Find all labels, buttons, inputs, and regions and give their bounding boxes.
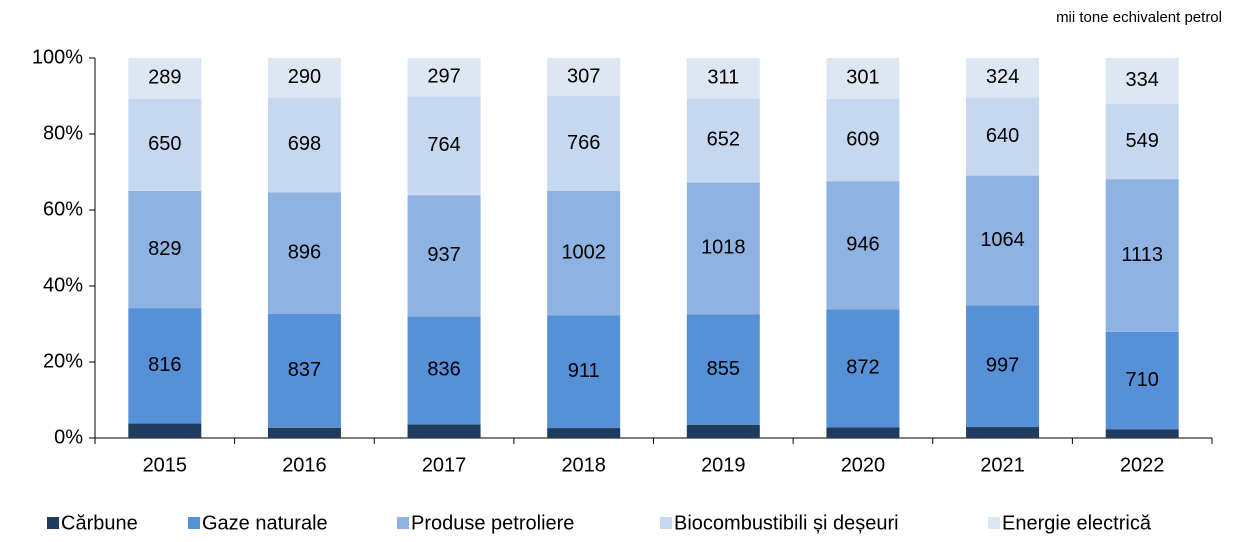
data-label: 837	[288, 359, 321, 381]
data-label: 710	[1126, 369, 1159, 391]
bar-segment	[547, 315, 621, 429]
bar-segment	[686, 58, 760, 99]
legend-swatch	[397, 517, 409, 529]
data-label: 911	[568, 360, 600, 382]
legend-label: Gaze naturale	[202, 512, 328, 534]
legend-swatch	[47, 517, 59, 529]
bar-segment	[128, 190, 202, 309]
data-label: 297	[427, 65, 460, 87]
data-label: 829	[148, 238, 181, 260]
data-label: 311	[707, 66, 739, 88]
y-tick-label: 0%	[54, 426, 83, 448]
legend-swatch	[188, 517, 200, 529]
bar-segment	[267, 314, 341, 428]
x-tick-label: 2018	[561, 454, 606, 476]
data-label: 652	[707, 129, 740, 151]
y-tick-label: 40%	[43, 274, 83, 296]
data-label: 946	[846, 234, 879, 256]
data-label: 307	[567, 65, 600, 87]
bar-segment	[686, 424, 760, 438]
data-label: 301	[846, 67, 879, 89]
bar-segment	[407, 96, 481, 196]
legend-label: Energie electrică	[1002, 512, 1152, 534]
x-tick-label: 2019	[701, 454, 746, 476]
legend-label: Biocombustibili și deșeuri	[674, 512, 899, 534]
bar-segment	[686, 182, 760, 315]
bar-segment	[686, 98, 760, 183]
bar-segment	[547, 96, 621, 191]
data-label: 290	[288, 66, 321, 88]
bar-segment	[686, 314, 760, 425]
bar-segment	[1105, 179, 1179, 332]
data-label: 997	[986, 354, 1019, 376]
bar-segment	[267, 97, 341, 193]
data-label: 896	[288, 241, 321, 263]
data-label: 289	[148, 67, 181, 89]
bar-segment	[966, 58, 1040, 98]
bar-segment	[1105, 103, 1179, 180]
bar-segment	[826, 98, 900, 182]
bar-segment	[407, 195, 481, 317]
data-label: 1018	[701, 237, 746, 259]
data-label: 855	[707, 358, 740, 380]
bar-segment	[1105, 331, 1179, 430]
data-label: 1113	[1121, 244, 1163, 266]
y-tick-label: 100%	[32, 46, 83, 68]
bar-segment	[407, 316, 481, 425]
x-tick-label: 2016	[282, 454, 327, 476]
x-tick-label: 2021	[980, 454, 1025, 476]
bar-segment	[128, 98, 202, 191]
bar-segment	[547, 190, 621, 316]
data-label: 324	[986, 66, 1019, 88]
x-tick-label: 2015	[143, 454, 188, 476]
data-label: 836	[427, 359, 460, 381]
y-tick-label: 80%	[43, 122, 83, 144]
unit-note: mii tone echivalent petrol	[1056, 9, 1222, 26]
bar-segment	[128, 308, 202, 424]
bar-segment	[547, 428, 621, 438]
bar-segment	[128, 423, 202, 438]
y-tick-label: 60%	[43, 198, 83, 220]
bar-segment	[966, 175, 1040, 306]
bar-segment	[966, 305, 1040, 428]
legend-label: Cărbune	[61, 512, 138, 534]
y-tick-label: 20%	[43, 350, 83, 372]
bar-segment	[826, 309, 900, 428]
data-label: 872	[846, 357, 879, 379]
data-label: 698	[288, 133, 321, 155]
data-label: 549	[1126, 130, 1159, 152]
legend-swatch	[660, 517, 672, 529]
legend-label: Produse petroliere	[411, 512, 574, 534]
bar-segment	[267, 58, 341, 98]
bar-segment	[128, 58, 202, 99]
bar-segment	[547, 58, 621, 97]
bar-segment	[267, 427, 341, 438]
bar-segment	[826, 427, 900, 438]
x-tick-label: 2022	[1120, 454, 1165, 476]
bar-segment	[966, 97, 1040, 176]
data-label: 650	[148, 133, 181, 155]
legend-swatch	[988, 517, 1000, 529]
data-label: 1064	[980, 229, 1025, 251]
data-label: 640	[986, 125, 1019, 147]
data-label: 937	[427, 244, 460, 266]
bar-segment	[1105, 58, 1179, 104]
bar-segment	[966, 427, 1040, 438]
bar-segment	[826, 58, 900, 99]
x-tick-label: 2020	[841, 454, 886, 476]
x-tick-label: 2017	[422, 454, 467, 476]
bar-segment	[826, 181, 900, 310]
bar-segment	[1105, 429, 1179, 438]
bar-segment	[407, 58, 481, 97]
data-label: 1002	[561, 241, 606, 263]
bar-segment	[407, 424, 481, 438]
data-label: 764	[427, 134, 460, 156]
data-label: 609	[846, 128, 879, 150]
bar-segment	[267, 192, 341, 315]
data-label: 816	[148, 354, 181, 376]
data-label: 766	[567, 132, 600, 154]
data-label: 334	[1126, 69, 1159, 91]
